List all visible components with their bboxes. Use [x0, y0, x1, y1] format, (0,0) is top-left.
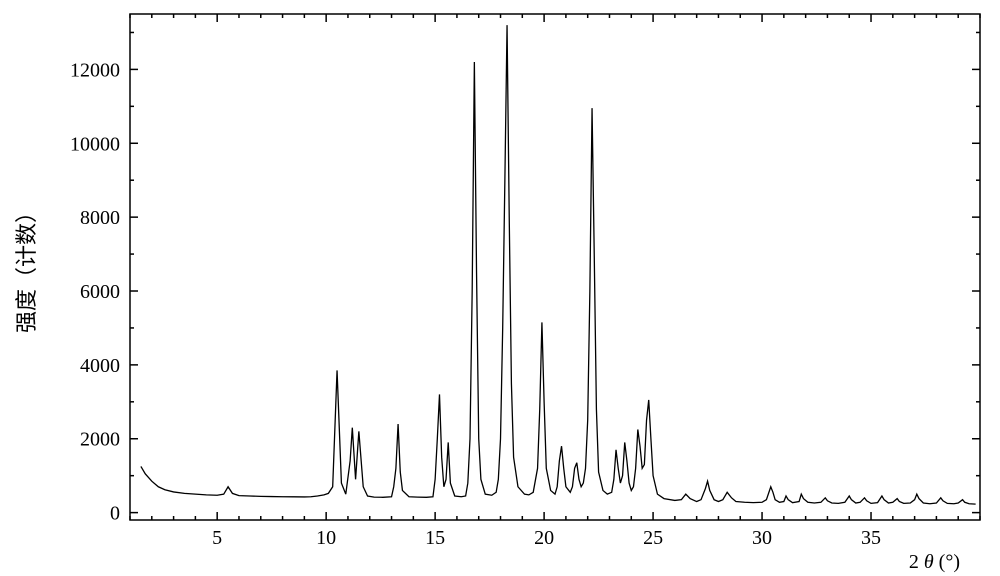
- svg-text:15: 15: [425, 527, 445, 549]
- svg-text:0: 0: [110, 503, 120, 525]
- svg-text:20: 20: [534, 527, 554, 549]
- svg-text:2000: 2000: [80, 429, 120, 451]
- svg-text:35: 35: [861, 527, 881, 549]
- xrd-chart: 5 10 15 20 25 30 35 0 2000 4000 6000 8000 10000 12000…: [0, 0, 1000, 576]
- svg-text:4000: 4000: [80, 355, 120, 377]
- svg-text:8000: 8000: [80, 207, 120, 229]
- svg-text:30: 30: [752, 527, 772, 549]
- svg-text:10000: 10000: [70, 133, 120, 155]
- svg-text:5: 5: [212, 527, 222, 549]
- svg-text:6000: 6000: [80, 281, 120, 303]
- svg-text:25: 25: [643, 527, 663, 549]
- svg-text:12000: 12000: [70, 59, 120, 81]
- svg-text:10: 10: [316, 527, 336, 549]
- svg-text:2 θ (°): 2 θ (°): [909, 551, 960, 573]
- svg-text:强度（计数）: 强度（计数）: [14, 201, 39, 333]
- chart-svg: 5 10 15 20 25 30 35 0 2000 4000 6000 8000 10000 12000…: [0, 0, 1000, 576]
